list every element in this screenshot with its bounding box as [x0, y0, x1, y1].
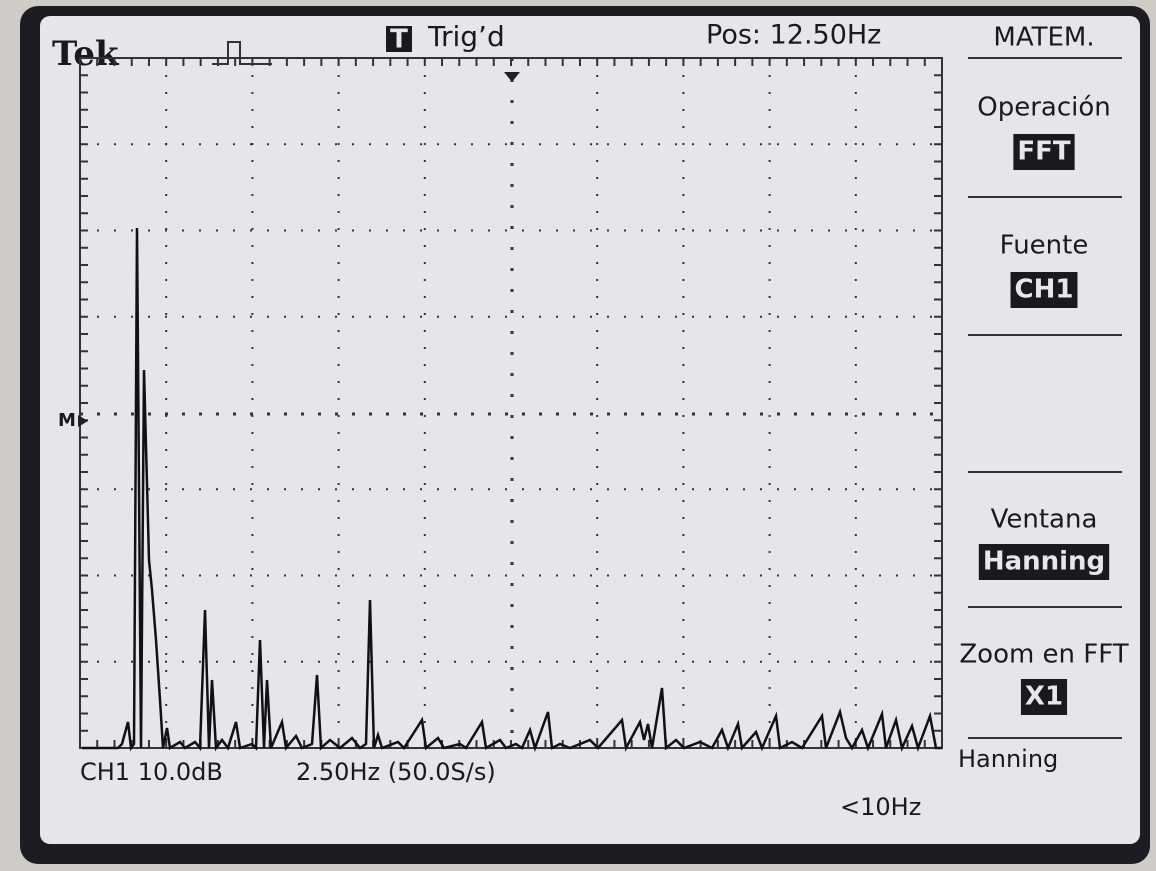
page: Tek T Trig’d Pos: 12.50Hz M CH1 10.0dB 2… — [0, 0, 1156, 871]
menu-value: CH1 — [1015, 275, 1074, 305]
trigger-icon: T — [390, 25, 408, 55]
menu-label: Operación — [977, 93, 1111, 123]
menu-label: Ventana — [991, 505, 1098, 535]
channel-scale: CH1 10.0dB — [80, 758, 223, 786]
timebase: 2.50Hz (50.0S/s) — [296, 758, 496, 786]
menu-value: X1 — [1025, 682, 1063, 712]
filter: <10Hz — [840, 793, 921, 821]
menu-footer: Hanning — [958, 745, 1058, 773]
menu-label: Zoom en FFT — [959, 640, 1128, 670]
menu-title: MATEM. — [993, 23, 1094, 53]
menu-value: FFT — [1017, 137, 1071, 167]
menu-label: Fuente — [1000, 231, 1089, 261]
math-marker: M — [58, 410, 76, 431]
menu-value: Hanning — [983, 547, 1105, 577]
position: Pos: 12.50Hz — [706, 20, 881, 51]
oscilloscope: Tek T Trig’d Pos: 12.50Hz M CH1 10.0dB 2… — [0, 0, 1156, 871]
trigger-status: Trig’d — [427, 20, 505, 53]
brand: Tek — [52, 34, 120, 74]
screen — [40, 16, 1140, 844]
